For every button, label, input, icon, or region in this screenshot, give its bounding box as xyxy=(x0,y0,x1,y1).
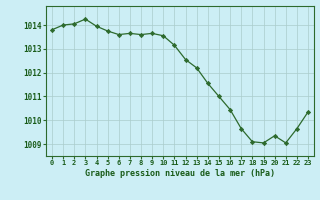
X-axis label: Graphe pression niveau de la mer (hPa): Graphe pression niveau de la mer (hPa) xyxy=(85,169,275,178)
